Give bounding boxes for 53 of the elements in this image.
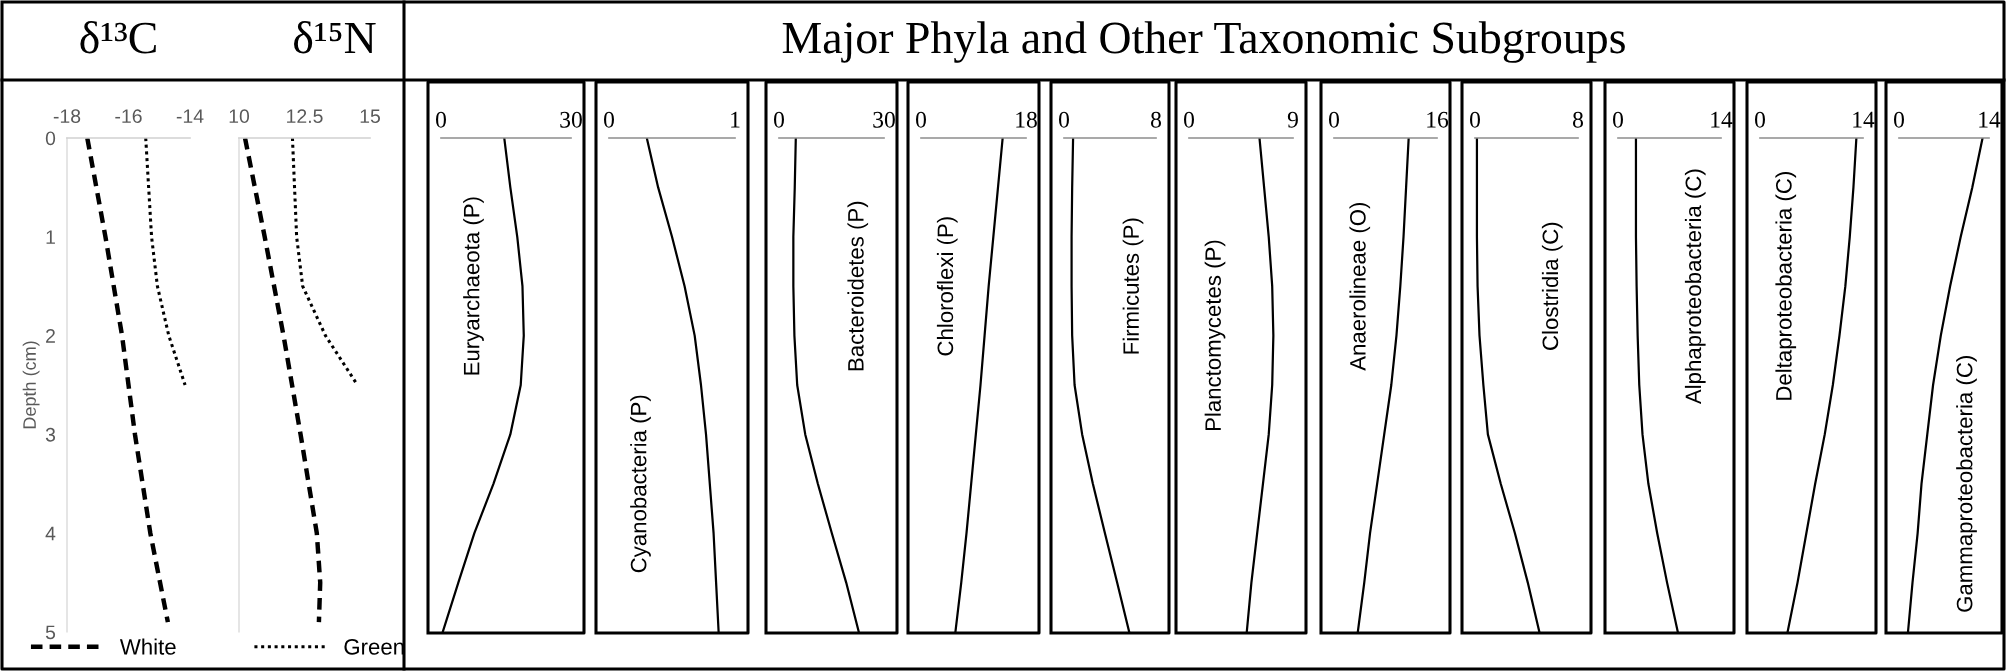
x-tick-label: 14 xyxy=(1979,111,2001,128)
legend-label: White xyxy=(119,638,176,655)
x-tick-label: 0 xyxy=(436,111,446,128)
x-tick-label: 0 xyxy=(1894,111,1904,128)
x-tick-label: 0 xyxy=(916,111,926,128)
y-tick-label: 1 xyxy=(46,230,55,244)
y-tick-label: 3 xyxy=(45,427,56,442)
text: Planctomycetes (P) xyxy=(1204,240,1226,431)
text: Chloroflexi (P) xyxy=(936,217,958,356)
line-series xyxy=(85,138,171,625)
chart-title: δ¹⁵N xyxy=(294,21,376,54)
x-tick-label: 8 xyxy=(1151,111,1161,128)
x-tick-label: 0 xyxy=(1613,111,1623,128)
y-axis-title: Depth (cm) xyxy=(22,341,40,429)
x-tick-label: 15 xyxy=(360,109,380,124)
text: Gammaproteobacteria (C) xyxy=(1956,356,1977,612)
text: Major Phyla and Other Taxonomic Subgroups xyxy=(782,21,1625,63)
chart-title: δ¹³C xyxy=(80,21,156,54)
text: Euryarchaeota (P) xyxy=(463,197,484,375)
x-tick-label: 14 xyxy=(1853,111,1875,128)
text: Deltaproteobacteria (C) xyxy=(1775,172,1797,400)
x-tick-label: 0 xyxy=(1755,111,1765,128)
text: Cyanobacteria (P) xyxy=(630,395,651,573)
x-tick-label: 14 xyxy=(1711,111,1733,128)
x-tick-label: 16 xyxy=(1427,111,1449,128)
x-tick-label: -14 xyxy=(176,109,204,123)
x-tick-label: 18 xyxy=(1016,111,1037,128)
x-tick-label: 0 xyxy=(1184,111,1194,128)
text: Clostridia (C) xyxy=(1541,222,1563,350)
x-tick-label: 0 xyxy=(774,111,784,128)
y-tick-label: 4 xyxy=(45,526,56,541)
text: Firmicutes (P) xyxy=(1122,218,1144,354)
x-tick-label: -16 xyxy=(115,109,142,124)
y-tick-label: 5 xyxy=(45,625,56,640)
x-tick-label: 8 xyxy=(1573,111,1583,128)
x-tick-label: 30 xyxy=(873,111,895,128)
y-tick-label: 2 xyxy=(46,329,55,343)
text: Bacteroidetes (P) xyxy=(847,201,869,371)
x-tick-label: 30 xyxy=(560,111,582,128)
text: Anaerolineae (O) xyxy=(1349,202,1371,371)
x-tick-label: 1 xyxy=(731,111,740,128)
x-tick-label: 0 xyxy=(604,111,614,128)
x-tick-label: 0 xyxy=(1329,111,1339,128)
x-tick-label: 12.5 xyxy=(287,109,323,124)
line-series xyxy=(144,138,187,387)
legend-label: Green xyxy=(344,638,404,655)
x-tick-label: 10 xyxy=(229,109,250,124)
x-tick-label: 0 xyxy=(1470,111,1480,128)
y-tick-label: 0 xyxy=(45,131,56,146)
text: Alphaproteobacteria (C) xyxy=(1684,169,1706,405)
x-tick-label: 9 xyxy=(1287,111,1298,128)
x-tick-label: 0 xyxy=(1059,111,1069,128)
x-tick-label: -18 xyxy=(53,109,81,124)
